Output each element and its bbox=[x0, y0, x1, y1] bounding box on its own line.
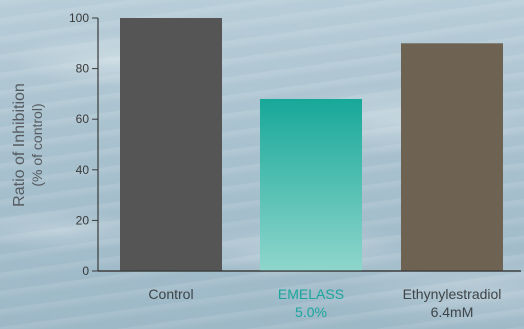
y-tick-label-40: 40 bbox=[76, 163, 90, 177]
x-label-emelass: EMELASS 5.0% bbox=[236, 285, 386, 321]
bar-ethynylestradiol bbox=[401, 43, 503, 271]
x-label-ethynylestradiol-line2: 6.4mM bbox=[430, 304, 474, 320]
x-label-emelass-line1: EMELASS bbox=[277, 286, 345, 302]
bar-emelass bbox=[260, 98, 362, 272]
y-tick-label-80: 80 bbox=[76, 62, 90, 76]
y-tick-label-60: 60 bbox=[76, 112, 90, 126]
y-tick-label-0: 0 bbox=[82, 264, 89, 278]
x-label-ethynylestradiol: Ethynylestradiol 6.4mM bbox=[377, 285, 524, 321]
x-label-emelass-line2: 5.0% bbox=[295, 304, 327, 320]
x-label-ethynylestradiol-line1: Ethynylestradiol bbox=[402, 286, 502, 302]
x-label-control-line1: Control bbox=[148, 286, 194, 302]
y-tick-label-100: 100 bbox=[69, 11, 89, 25]
y-tick-label-20: 20 bbox=[76, 213, 90, 227]
x-label-control: Control bbox=[96, 285, 246, 303]
bar-control bbox=[120, 18, 222, 271]
